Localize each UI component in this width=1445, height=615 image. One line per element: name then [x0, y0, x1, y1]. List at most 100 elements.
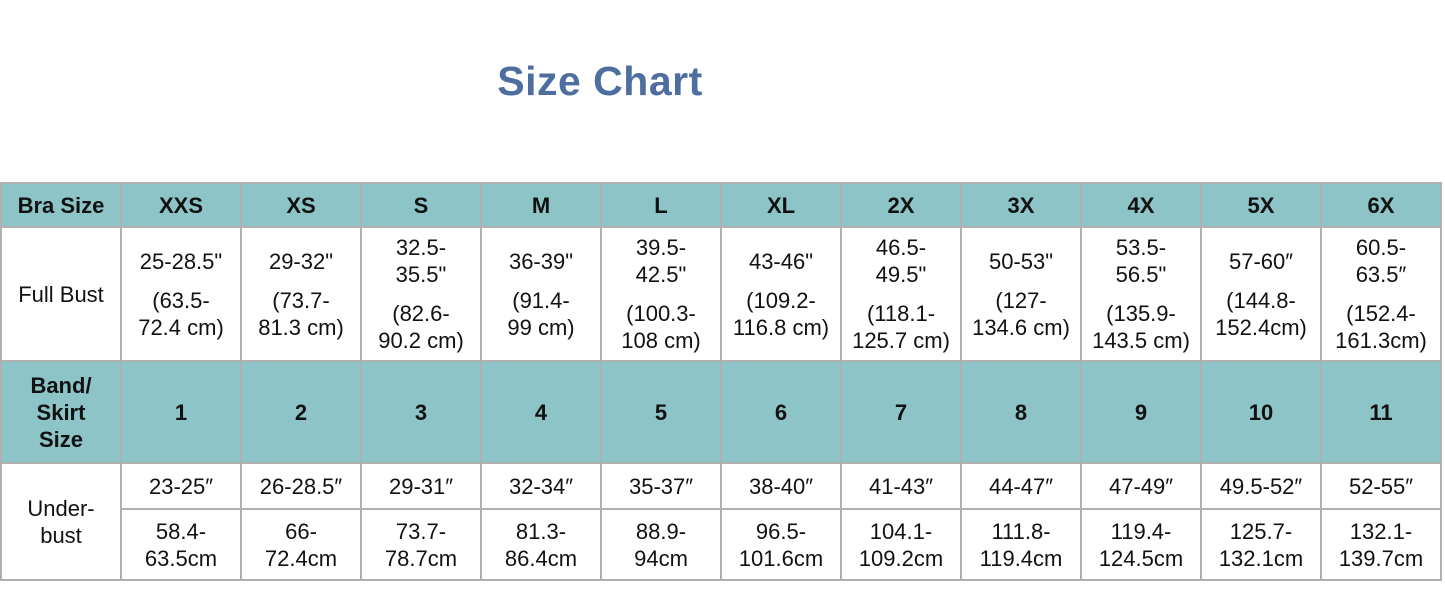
size-chart-table: Bra Size XXS XS S M L XL 2X 3X 4X 5X 6X Full Bust … — [0, 182, 1442, 581]
underbust-cm-cell: 81.3- 86.4cm — [480, 508, 602, 581]
full-bust-row: Full Bust 25-28.5" (63.5- 72.4 cm) 29-32" (… — [0, 226, 1442, 362]
band-size-cell: 1 — [120, 360, 242, 464]
full-bust-inches: 57-60″ — [1228, 248, 1294, 274]
band-size-cell: 5 — [600, 360, 722, 464]
band-size: 9 — [1134, 399, 1148, 425]
band-size-cell: 3 — [360, 360, 482, 464]
underbust-inches-cell: 29-31″ — [360, 462, 482, 510]
band-skirt-size-row: Band/ Skirt Size 1 2 3 4 5 6 7 8 9 10 11 — [0, 360, 1442, 464]
row-label-underbust: Under- bust — [0, 462, 122, 581]
underbust-inches-row: Under- bust 23-25″ 26-28.5″ 29-31″ 32-34″ 35… — [0, 462, 1442, 581]
underbust-inches: 52-55″ — [1348, 473, 1414, 499]
underbust-inches: 44-47″ — [988, 473, 1054, 499]
full-bust-inches: 29-32" — [268, 248, 334, 274]
underbust-cm-cell: 132.1- 139.7cm — [1320, 508, 1442, 581]
underbust-inches-cell: 44-47″ — [960, 462, 1082, 510]
underbust-inches-cell: 32-34″ — [480, 462, 602, 510]
band-size-cell: 8 — [960, 360, 1082, 464]
band-size-cell: 7 — [840, 360, 962, 464]
bra-size: 2X — [887, 192, 915, 218]
underbust-cm-cell: 58.4- 63.5cm — [120, 508, 242, 581]
underbust-inches: 38-40″ — [748, 473, 814, 499]
underbust-inches: 49.5-52″ — [1219, 473, 1303, 499]
bra-size-cell: 4X — [1080, 182, 1202, 228]
bra-size: 5X — [1247, 192, 1275, 218]
full-bust-cell: 39.5- 42.5" (100.3- 108 cm) — [600, 226, 722, 362]
underbust-inches-cell: 35-37″ — [600, 462, 722, 510]
full-bust-cm: (109.2- 116.8 cm) — [732, 287, 830, 340]
bra-size: M — [531, 192, 551, 218]
bra-size: XS — [286, 192, 316, 218]
bra-size-cell: 3X — [960, 182, 1082, 228]
band-size: 6 — [774, 399, 788, 425]
band-size: 7 — [894, 399, 908, 425]
underbust-inches-cell: 47-49″ — [1080, 462, 1202, 510]
underbust-cm: 58.4- 63.5cm — [144, 518, 218, 571]
band-size: 8 — [1014, 399, 1028, 425]
underbust-inches: 32-34″ — [508, 473, 574, 499]
underbust-cm: 119.4- 124.5cm — [1098, 518, 1184, 571]
band-size: 11 — [1369, 399, 1393, 425]
underbust-inches: 41-43″ — [868, 473, 934, 499]
underbust-cm: 66- 72.4cm — [264, 518, 338, 571]
band-size-cell: 10 — [1200, 360, 1322, 464]
underbust-cm-cell: 104.1- 109.2cm — [840, 508, 962, 581]
full-bust-inches: 53.5- 56.5" — [1115, 235, 1167, 287]
underbust-inches-cell: 49.5-52″ — [1200, 462, 1322, 510]
underbust-inches: 35-37″ — [628, 473, 694, 499]
underbust-cm: 111.8- 119.4cm — [979, 518, 1063, 571]
bra-size: XXS — [158, 192, 204, 218]
band-size-cell: 9 — [1080, 360, 1202, 464]
bra-size-cell: XL — [720, 182, 842, 228]
underbust-inches: 23-25″ — [148, 473, 214, 499]
underbust-inches-cell: 52-55″ — [1320, 462, 1442, 510]
bra-size-cell: M — [480, 182, 602, 228]
full-bust-cm: (91.4- 99 cm) — [507, 287, 575, 340]
band-size: 5 — [654, 399, 668, 425]
underbust-cm-cell: 96.5- 101.6cm — [720, 508, 842, 581]
full-bust-cm: (144.8- 152.4cm) — [1215, 287, 1307, 340]
bra-size: 4X — [1127, 192, 1155, 218]
underbust-inches: 29-31″ — [388, 473, 454, 499]
full-bust-cell: 25-28.5" (63.5- 72.4 cm) — [120, 226, 242, 362]
full-bust-inches: 46.5- 49.5" — [875, 235, 927, 287]
underbust-cm-cell: 111.8- 119.4cm — [960, 508, 1082, 581]
bra-size-cell: XXS — [120, 182, 242, 228]
row-label-band-skirt-size: Band/ Skirt Size — [0, 360, 122, 464]
full-bust-cell: 50-53" (127- 134.6 cm) — [960, 226, 1082, 362]
bra-size-cell: XS — [240, 182, 362, 228]
underbust-inches-cell: 41-43″ — [840, 462, 962, 510]
bra-size-cell: S — [360, 182, 482, 228]
full-bust-cm: (82.6- 90.2 cm) — [378, 301, 464, 353]
underbust-cm-cell: 66- 72.4cm — [240, 508, 362, 581]
underbust-cm: 73.7- 78.7cm — [384, 518, 458, 571]
full-bust-cell: 53.5- 56.5" (135.9- 143.5 cm) — [1080, 226, 1202, 362]
underbust-cm-cell: 119.4- 124.5cm — [1080, 508, 1202, 581]
full-bust-inches: 60.5- 63.5″ — [1355, 235, 1407, 287]
bra-size-cell: L — [600, 182, 722, 228]
band-size: 4 — [534, 399, 548, 425]
bra-size-cell: 5X — [1200, 182, 1322, 228]
full-bust-cm: (127- 134.6 cm) — [972, 287, 1070, 340]
band-size-cell: 11 — [1320, 360, 1442, 464]
full-bust-cm: (152.4- 161.3cm) — [1335, 301, 1427, 353]
full-bust-cell: 43-46" (109.2- 116.8 cm) — [720, 226, 842, 362]
underbust-cm-cell: 125.7- 132.1cm — [1200, 508, 1322, 581]
underbust-cm: 96.5- 101.6cm — [738, 518, 824, 571]
underbust-cm-cell: 88.9- 94cm — [600, 508, 722, 581]
full-bust-inches: 36-39" — [508, 248, 574, 274]
full-bust-cell: 36-39" (91.4- 99 cm) — [480, 226, 602, 362]
bra-size: 3X — [1007, 192, 1035, 218]
full-bust-cm: (63.5- 72.4 cm) — [138, 287, 224, 340]
full-bust-cell: 60.5- 63.5″ (152.4- 161.3cm) — [1320, 226, 1442, 362]
bra-size: XL — [766, 192, 796, 218]
underbust-cm: 132.1- 139.7cm — [1338, 518, 1424, 571]
full-bust-cell: 46.5- 49.5" (118.1- 125.7 cm) — [840, 226, 962, 362]
page-title: Size Chart — [497, 58, 703, 104]
bra-size-row: Bra Size XXS XS S M L XL 2X 3X 4X 5X 6X — [0, 182, 1442, 228]
full-bust-inches: 39.5- 42.5" — [635, 235, 687, 287]
row-label-bra-size: Bra Size — [0, 182, 122, 228]
full-bust-inches: 43-46" — [748, 248, 814, 274]
full-bust-inches: 50-53" — [988, 248, 1054, 274]
full-bust-inches: 25-28.5" — [139, 248, 223, 274]
